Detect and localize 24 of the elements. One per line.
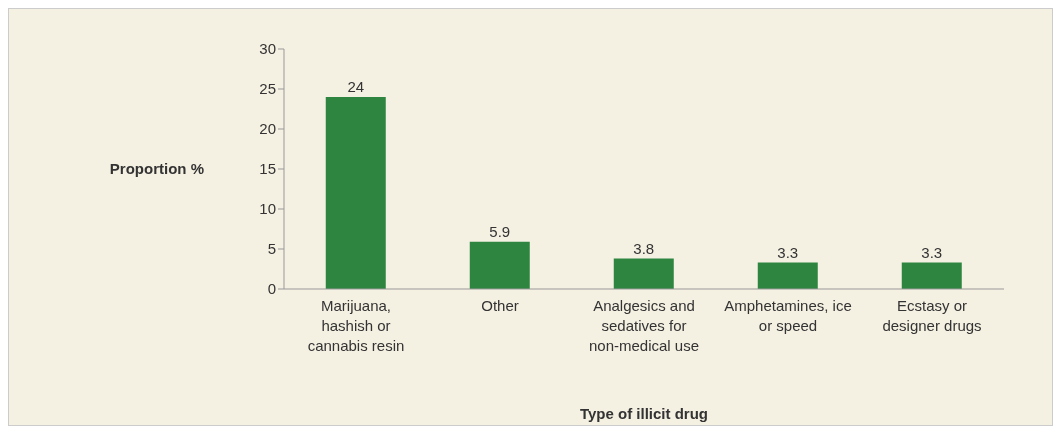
y-tick-label: 5 [267,240,276,258]
x-tick-label: Ecstasy or designer drugs [882,297,982,334]
data-label: 24 [347,78,365,95]
bar [469,241,530,289]
y-tick-label: 30 [259,40,276,58]
data-label: 5.9 [489,222,511,240]
y-tick-label: 25 [259,80,276,98]
x-axis-title: Type of illicit drug [579,405,709,422]
x-tick-label: Marijuana, hashish or cannabis resin [307,297,405,354]
y-tick-label: 15 [259,160,276,178]
x-tick-label: Other [481,297,519,314]
data-label: 3.3 [777,243,799,261]
data-label: 3.3 [921,243,943,261]
data-label: 3.8 [633,239,655,257]
bar [613,258,674,289]
bar [757,262,818,289]
y-tick-label: 0 [267,280,276,298]
x-tick-label: Amphetamines, ice or speed [724,297,852,334]
x-tick-label: Analgesics and sedatives for non-medical use [588,297,700,354]
y-tick-label: 10 [259,200,276,218]
bar [325,97,386,289]
y-axis-title: Proportion % [109,160,204,178]
bar [901,262,962,289]
y-tick-label: 20 [259,120,276,138]
